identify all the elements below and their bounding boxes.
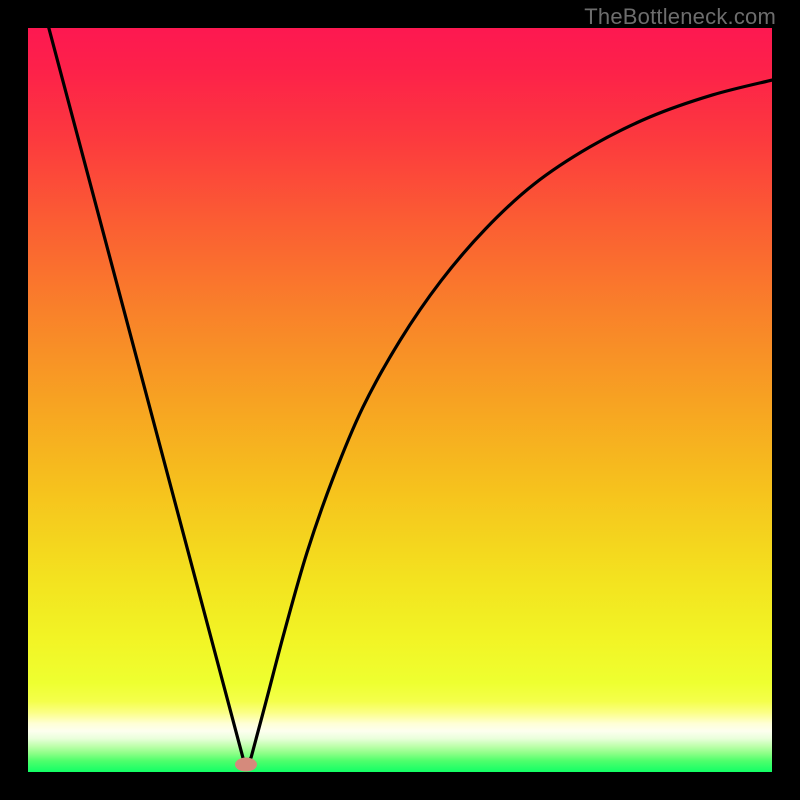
plot-area bbox=[28, 28, 772, 772]
vertex-marker bbox=[235, 758, 257, 772]
plot-svg bbox=[28, 28, 772, 772]
watermark-text: TheBottleneck.com bbox=[584, 4, 776, 30]
chart-frame: TheBottleneck.com bbox=[0, 0, 800, 800]
chart-background bbox=[28, 28, 772, 772]
